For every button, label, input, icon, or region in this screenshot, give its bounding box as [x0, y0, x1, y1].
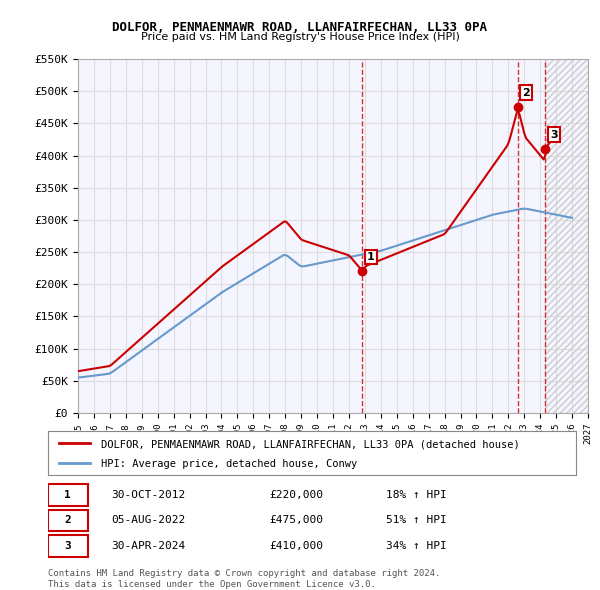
Text: 3: 3	[64, 541, 71, 550]
Text: £475,000: £475,000	[270, 515, 324, 525]
Text: 3: 3	[550, 130, 558, 139]
Text: 34% ↑ HPI: 34% ↑ HPI	[386, 541, 446, 550]
Text: 1: 1	[367, 252, 374, 262]
Text: 2: 2	[64, 515, 71, 525]
Text: 18% ↑ HPI: 18% ↑ HPI	[386, 490, 446, 500]
Text: 30-OCT-2012: 30-OCT-2012	[112, 490, 185, 500]
DOLFOR, PENMAENMAWR ROAD, LLANFAIRFECHAN, LL33 0PA (detached house)	[544, 142, 551, 149]
HPI: Average price, detached house, Conwy: (2.03e+03, 3.03e+05): Average price, detached house, Conwy: (2…	[568, 214, 575, 221]
DOLFOR, PENMAENMAWR ROAD, LLANFAIRFECHAN, LL33 0PA (detached house)	[553, 134, 560, 141]
Text: Price paid vs. HM Land Registry's House Price Index (HPI): Price paid vs. HM Land Registry's House …	[140, 32, 460, 42]
Text: DOLFOR, PENMAENMAWR ROAD, LLANFAIRFECHAN, LL33 0PA: DOLFOR, PENMAENMAWR ROAD, LLANFAIRFECHAN…	[113, 21, 487, 34]
DOLFOR, PENMAENMAWR ROAD, LLANFAIRFECHAN, LL33 0PA (detached house)	[202, 277, 209, 284]
HPI: Average price, detached house, Conwy: (2.01e+03, 2.42e+05): Average price, detached house, Conwy: (2…	[344, 254, 352, 261]
DOLFOR, PENMAENMAWR ROAD, LLANFAIRFECHAN, LL33 0PA (detached house)	[110, 359, 117, 366]
DOLFOR, PENMAENMAWR ROAD, LLANFAIRFECHAN, LL33 0PA (detached house)	[74, 368, 82, 375]
Bar	[545, 59, 588, 413]
Text: £410,000: £410,000	[270, 541, 324, 550]
HPI: Average price, detached house, Conwy: (2.01e+03, 2.09e+05): Average price, detached house, Conwy: (2…	[241, 275, 248, 282]
Text: 51% ↑ HPI: 51% ↑ HPI	[386, 515, 446, 525]
DOLFOR, PENMAENMAWR ROAD, LLANFAIRFECHAN, LL33 0PA (detached house)	[371, 259, 378, 266]
Text: 2: 2	[523, 88, 530, 98]
HPI: Average price, detached house, Conwy: (2.01e+03, 2.38e+05): Average price, detached house, Conwy: (2…	[289, 256, 296, 263]
HPI: Average price, detached house, Conwy: (2e+03, 5.53e+04): Average price, detached house, Conwy: (2…	[74, 374, 82, 381]
Text: DOLFOR, PENMAENMAWR ROAD, LLANFAIRFECHAN, LL33 0PA (detached house): DOLFOR, PENMAENMAWR ROAD, LLANFAIRFECHAN…	[101, 440, 520, 450]
Line: DOLFOR, PENMAENMAWR ROAD, LLANFAIRFECHAN, LL33 0PA (detached house): DOLFOR, PENMAENMAWR ROAD, LLANFAIRFECHAN…	[78, 112, 556, 371]
Text: HPI: Average price, detached house, Conwy: HPI: Average price, detached house, Conw…	[101, 460, 357, 469]
DOLFOR, PENMAENMAWR ROAD, LLANFAIRFECHAN, LL33 0PA (detached house)	[514, 109, 521, 116]
Text: £220,000: £220,000	[270, 490, 324, 500]
DOLFOR, PENMAENMAWR ROAD, LLANFAIRFECHAN, LL33 0PA (detached house)	[202, 278, 209, 285]
DOLFOR, PENMAENMAWR ROAD, LLANFAIRFECHAN, LL33 0PA (detached house)	[488, 165, 495, 172]
Text: 1: 1	[64, 490, 71, 500]
FancyBboxPatch shape	[48, 510, 88, 531]
HPI: Average price, detached house, Conwy: (2e+03, 1.19e+05): Average price, detached house, Conwy: (2…	[158, 333, 165, 340]
FancyBboxPatch shape	[48, 484, 88, 506]
HPI: Average price, detached house, Conwy: (2e+03, 9.9e+04): Average price, detached house, Conwy: (2…	[140, 346, 147, 353]
Text: 30-APR-2024: 30-APR-2024	[112, 541, 185, 550]
HPI: Average price, detached house, Conwy: (2.01e+03, 2.38e+05): Average price, detached house, Conwy: (2…	[334, 256, 341, 263]
Text: Contains HM Land Registry data © Crown copyright and database right 2024.
This d: Contains HM Land Registry data © Crown c…	[48, 569, 440, 589]
Text: 05-AUG-2022: 05-AUG-2022	[112, 515, 185, 525]
HPI: Average price, detached house, Conwy: (2.02e+03, 3.18e+05): Average price, detached house, Conwy: (2…	[521, 205, 528, 212]
Line: HPI: Average price, detached house, Conwy: HPI: Average price, detached house, Conw…	[78, 209, 572, 378]
FancyBboxPatch shape	[48, 535, 88, 556]
